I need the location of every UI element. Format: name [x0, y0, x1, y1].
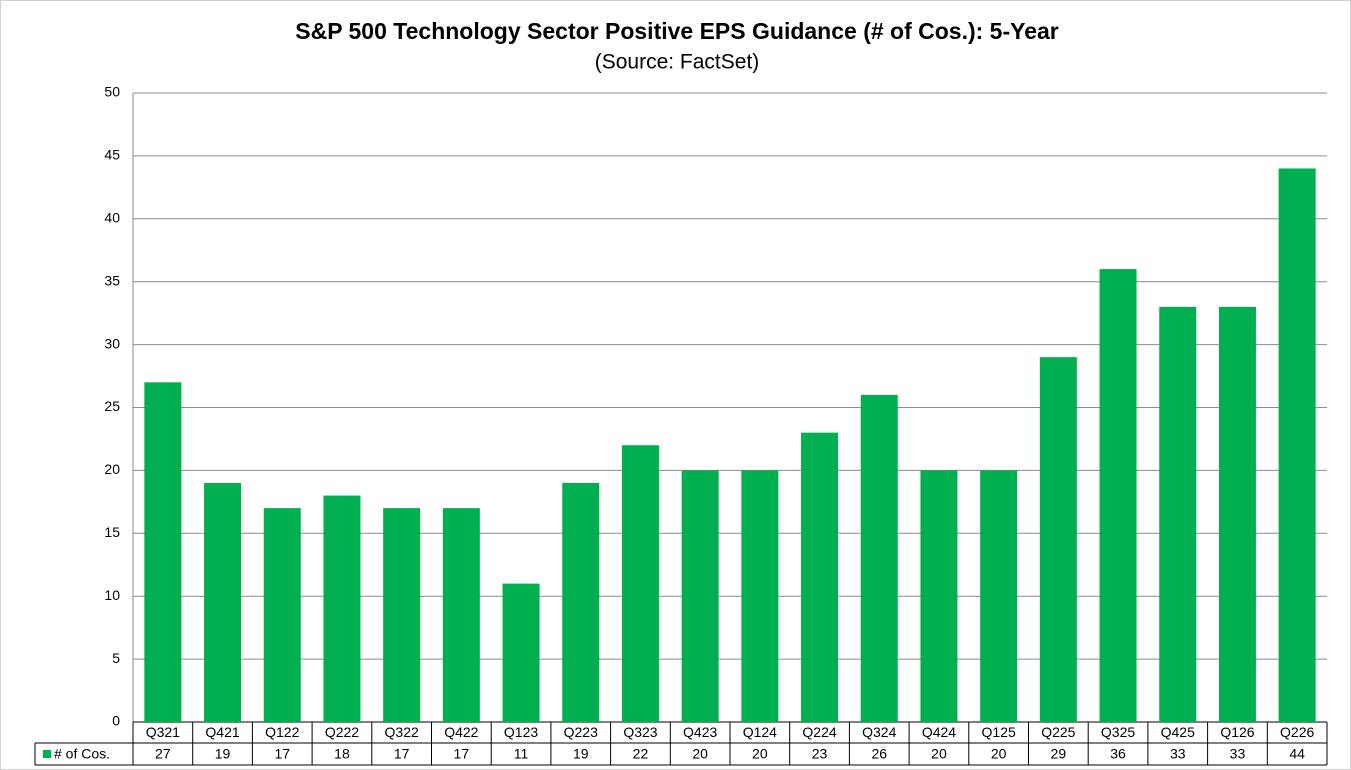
chart-subtitle: (Source: FactSet): [595, 51, 760, 74]
bar: [621, 445, 659, 722]
x-tick-label: Q425: [1161, 724, 1195, 740]
x-tick-label: Q126: [1220, 724, 1254, 740]
value-label: 17: [274, 746, 290, 762]
value-label: 26: [871, 746, 887, 762]
chart-title: S&P 500 Technology Sector Positive EPS G…: [295, 18, 1059, 44]
value-label: 18: [334, 746, 350, 762]
bar: [1218, 306, 1256, 722]
x-tick-label: Q223: [564, 724, 598, 740]
x-tick-label: Q424: [922, 724, 956, 740]
value-label: 11: [514, 746, 529, 762]
bar: [502, 583, 540, 722]
bar: [741, 470, 779, 722]
value-label: 33: [1230, 746, 1246, 762]
value-label: 23: [812, 746, 828, 762]
y-tick-label: 45: [104, 147, 120, 163]
x-tick-label: Q422: [444, 724, 478, 740]
x-tick-label: Q322: [385, 724, 419, 740]
bar: [920, 470, 958, 722]
legend-key: [43, 750, 51, 758]
value-label: 20: [692, 746, 708, 762]
value-label: 22: [633, 746, 649, 762]
value-label: 19: [573, 746, 589, 762]
y-tick-label: 20: [104, 461, 120, 477]
x-tick-label: Q323: [623, 724, 657, 740]
bar: [1099, 269, 1137, 722]
x-tick-label: Q124: [743, 724, 777, 740]
bar: [562, 482, 600, 722]
y-tick-label: 50: [104, 84, 120, 100]
bar: [1039, 357, 1077, 722]
bar: [383, 508, 421, 722]
x-tick-label: Q324: [862, 724, 896, 740]
y-tick-label: 35: [104, 272, 120, 288]
value-label: 20: [752, 746, 768, 762]
bar: [801, 432, 839, 722]
x-tick-label: Q325: [1101, 724, 1135, 740]
bar: [263, 508, 301, 722]
x-tick-label: Q321: [146, 724, 180, 740]
bar: [144, 382, 182, 722]
value-label: 17: [394, 746, 410, 762]
legend-label: # of Cos.: [54, 746, 110, 762]
bar: [204, 482, 242, 722]
x-tick-label: Q225: [1041, 724, 1075, 740]
x-tick-label: Q423: [683, 724, 717, 740]
x-tick-label: Q122: [265, 724, 299, 740]
y-tick-label: 5: [112, 650, 120, 666]
x-tick-label: Q421: [205, 724, 239, 740]
bar: [1278, 168, 1316, 723]
bar: [323, 495, 361, 722]
value-label: 20: [931, 746, 947, 762]
value-label: 19: [215, 746, 231, 762]
value-label: 33: [1170, 746, 1186, 762]
x-tick-label: Q224: [802, 724, 836, 740]
bar: [860, 394, 898, 722]
y-tick-label: 10: [104, 587, 120, 603]
y-tick-label: 15: [104, 524, 120, 540]
value-label: 29: [1051, 746, 1067, 762]
x-tick-label: Q222: [325, 724, 359, 740]
value-label: 44: [1289, 746, 1305, 762]
x-tick-label: Q123: [504, 724, 538, 740]
bar: [980, 470, 1018, 722]
value-label: 36: [1110, 746, 1126, 762]
value-label: 20: [991, 746, 1007, 762]
x-tick-label: Q125: [982, 724, 1016, 740]
y-tick-label: 25: [104, 398, 120, 414]
bar: [442, 508, 480, 722]
x-tick-label: Q226: [1280, 724, 1314, 740]
y-tick-label: 40: [104, 210, 120, 226]
bar: [1159, 306, 1197, 722]
y-tick-label: 30: [104, 335, 120, 351]
y-tick-label: 0: [112, 713, 120, 729]
value-label: 27: [155, 746, 171, 762]
value-label: 17: [454, 746, 470, 762]
bar: [681, 470, 719, 722]
